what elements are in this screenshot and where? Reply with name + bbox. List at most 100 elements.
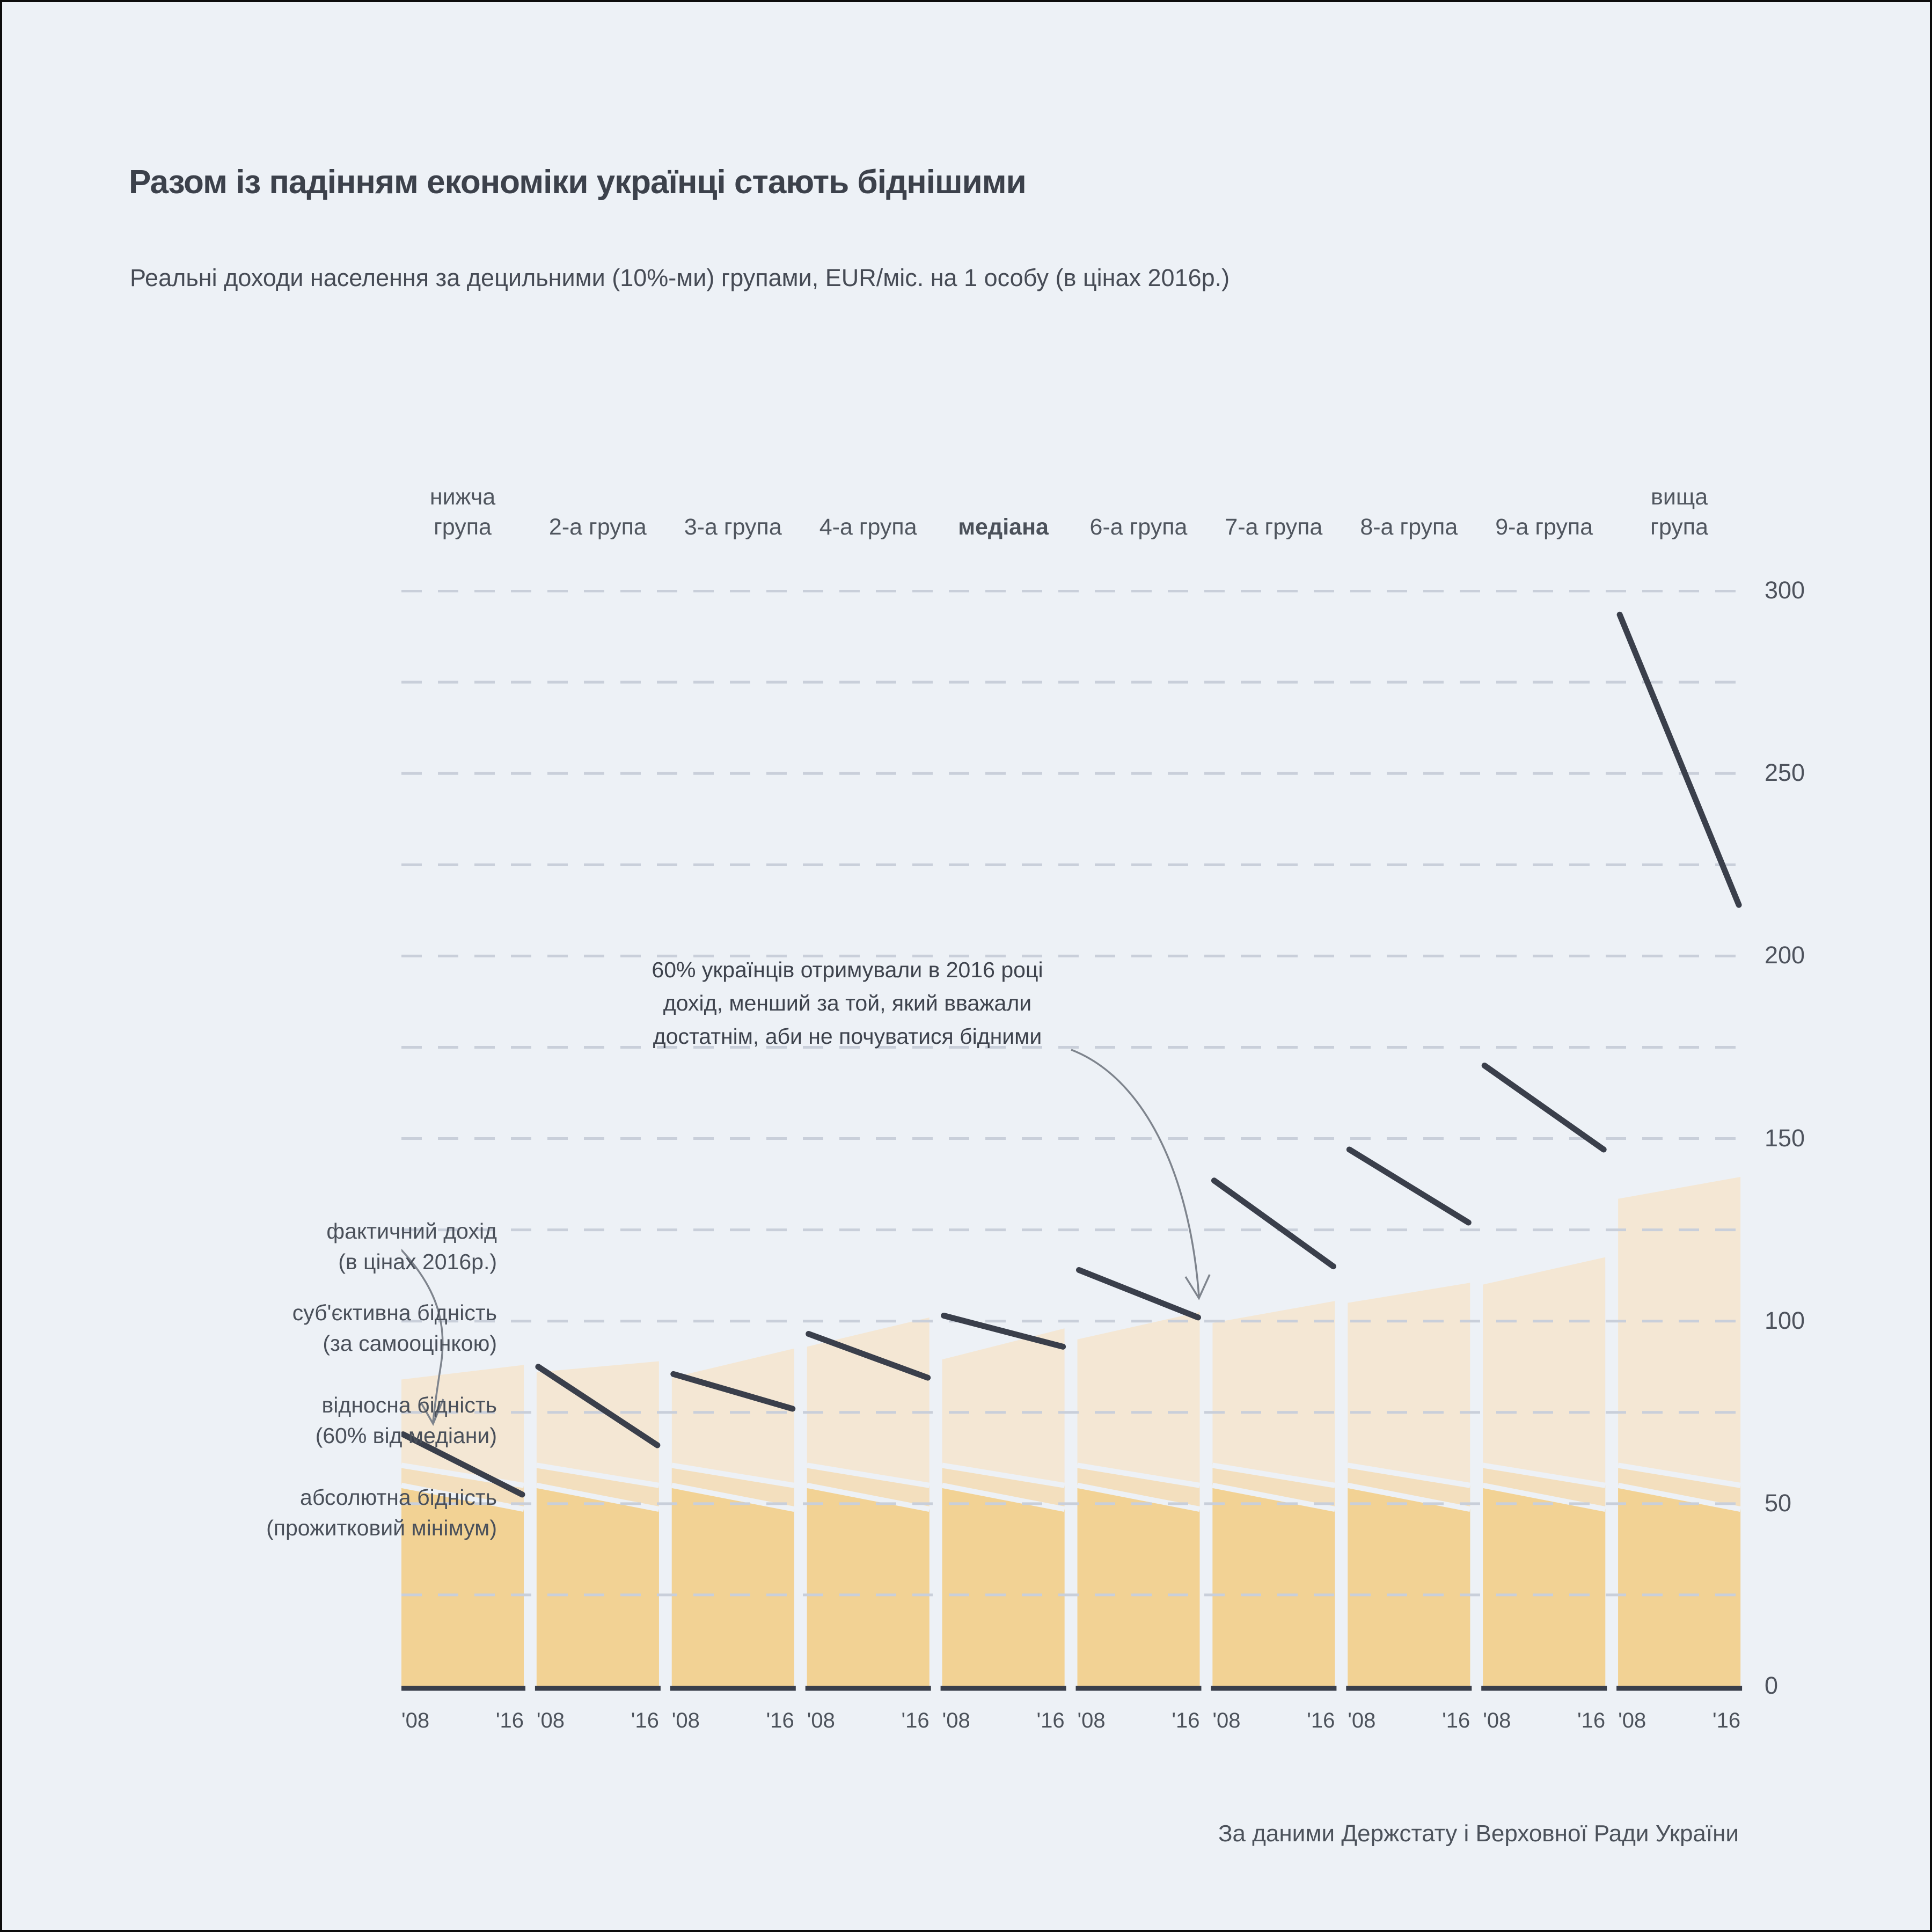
x-axis-tick-row: '08 '16 bbox=[672, 1709, 794, 1733]
absolute-poverty-area bbox=[1618, 1485, 1741, 1686]
legend-label-absolute-poverty: абсолютна бідність (прожитковий мінімум) bbox=[266, 1485, 497, 1540]
x-axis-tick-label: '08 bbox=[1077, 1709, 1106, 1732]
group-label: медіана bbox=[958, 514, 1049, 540]
x-axis-tick-label: '08 bbox=[401, 1709, 430, 1732]
relative-separator-line bbox=[1077, 1462, 1201, 1488]
relative-separator-line bbox=[671, 1462, 795, 1488]
x-axis-tick-row: '08 '16 bbox=[1618, 1709, 1740, 1733]
absolute-poverty-area bbox=[536, 1485, 659, 1686]
absolute-poverty-area bbox=[1212, 1485, 1335, 1686]
y-axis-tick-label: 0 bbox=[1765, 1672, 1779, 1699]
absolute-poverty-area bbox=[807, 1485, 930, 1686]
plot-area bbox=[399, 589, 1748, 1701]
income-line bbox=[535, 1364, 661, 1448]
legend-label-relative-poverty: відносна бідність (60% від медіани) bbox=[315, 1393, 497, 1448]
absolute-poverty-area bbox=[1348, 1485, 1470, 1686]
x-axis-tick-label: '08 bbox=[807, 1709, 835, 1732]
absolute-poverty-area bbox=[1483, 1485, 1606, 1686]
page-subtitle: Реальні доходи населення за децильними (… bbox=[130, 264, 1230, 291]
relative-separator-line bbox=[941, 1462, 1065, 1488]
x-axis-tick-row: '08 '16 bbox=[942, 1709, 1065, 1733]
annotation-arrowhead bbox=[1184, 1274, 1211, 1300]
income-line bbox=[400, 1431, 525, 1498]
x-axis-tick-row: '08 '16 bbox=[1348, 1709, 1470, 1733]
x-axis-tick-label: '08 bbox=[1348, 1709, 1376, 1732]
annotation-line: 60% українців отримували в 2016 році bbox=[652, 957, 1043, 982]
absolute-poverty-area bbox=[1077, 1485, 1200, 1686]
relative-separator-line bbox=[536, 1462, 660, 1488]
x-axis-tick-row: '08 '16 bbox=[537, 1709, 659, 1733]
absolute-poverty-area bbox=[401, 1485, 524, 1686]
group-label: 7-а група bbox=[1225, 514, 1323, 540]
absolute-separator-line bbox=[1347, 1482, 1471, 1512]
group-label: 3-а група bbox=[684, 514, 782, 540]
absolute-separator-line bbox=[401, 1482, 524, 1512]
income-line bbox=[1481, 1062, 1607, 1153]
annotation-note: 60% українців отримували в 2016 році дохі… bbox=[627, 953, 1067, 1053]
x-axis-tick-label: '16 bbox=[631, 1709, 659, 1732]
relative-separator-line bbox=[806, 1462, 930, 1488]
x-axis-tick-label: '08 bbox=[536, 1709, 565, 1732]
x-axis-tick-label: '16 bbox=[1442, 1709, 1470, 1732]
x-axis-tick-label: '16 bbox=[1172, 1709, 1200, 1732]
group-label: 6-а група bbox=[1089, 514, 1188, 540]
x-axis-tick-label: '16 bbox=[901, 1709, 930, 1732]
absolute-separator-line bbox=[1212, 1482, 1336, 1512]
group-label: нижча група bbox=[429, 484, 496, 540]
x-axis-tick-label: '16 bbox=[495, 1709, 524, 1732]
y-axis-tick-label: 50 bbox=[1765, 1489, 1792, 1517]
y-axis-tick-label: 250 bbox=[1765, 759, 1805, 787]
group-label: вища група bbox=[1650, 484, 1708, 540]
absolute-separator-line bbox=[1077, 1482, 1201, 1512]
chart-svg bbox=[399, 589, 1746, 1691]
absolute-poverty-area bbox=[671, 1485, 794, 1686]
relative-separator-line bbox=[1347, 1462, 1471, 1488]
x-axis-tick-label: '16 bbox=[1036, 1709, 1065, 1732]
x-axis-tick-row: '08 '16 bbox=[1483, 1709, 1605, 1733]
annotation-arrow bbox=[1071, 1049, 1200, 1297]
x-axis-tick-row: '08 '16 bbox=[401, 1709, 524, 1733]
x-axis-tick-label: '08 bbox=[1483, 1709, 1511, 1732]
y-axis-tick-label: 150 bbox=[1765, 1124, 1805, 1152]
annotation-line: достатнім, аби не почуватися бідними bbox=[653, 1024, 1042, 1049]
absolute-separator-line bbox=[536, 1482, 660, 1512]
group-label: 9-а група bbox=[1495, 514, 1593, 540]
x-axis-tick-label: '08 bbox=[1618, 1709, 1646, 1732]
absolute-separator-line bbox=[671, 1482, 795, 1512]
legend-label-subjective-poverty: суб'єктивна бідність (за самооцінкою) bbox=[292, 1300, 497, 1356]
group-label: 4-а група bbox=[819, 514, 917, 540]
income-line bbox=[1616, 611, 1742, 908]
income-line bbox=[806, 1331, 931, 1381]
absolute-separator-line bbox=[806, 1482, 930, 1512]
x-axis-tick-label: '08 bbox=[942, 1709, 970, 1732]
page-title: Разом із падінням економіки українці ста… bbox=[129, 164, 1027, 201]
x-axis-tick-label: '16 bbox=[1712, 1709, 1741, 1732]
group-label: 2-а група bbox=[548, 514, 647, 540]
legend-arrowhead bbox=[420, 1399, 444, 1426]
relative-separator-line bbox=[1212, 1462, 1336, 1488]
x-axis-tick-row: '08 '16 bbox=[1212, 1709, 1335, 1733]
x-axis-tick-label: '08 bbox=[671, 1709, 700, 1732]
x-axis-tick-label: '16 bbox=[1307, 1709, 1335, 1732]
legend-arrow bbox=[399, 1248, 444, 1422]
income-line bbox=[1211, 1177, 1336, 1270]
x-axis-tick-row: '08 '16 bbox=[807, 1709, 930, 1733]
x-axis-tick-label: '16 bbox=[766, 1709, 794, 1732]
legend-label-actual-income: фактичний дохід (в цінах 2016р.) bbox=[326, 1219, 497, 1274]
y-axis-tick-label: 200 bbox=[1765, 941, 1805, 969]
absolute-separator-line bbox=[1482, 1482, 1606, 1512]
y-axis-tick-label: 100 bbox=[1765, 1306, 1805, 1334]
x-axis-tick-row: '08 '16 bbox=[1078, 1709, 1200, 1733]
absolute-separator-line bbox=[1618, 1482, 1741, 1512]
income-line bbox=[1076, 1267, 1201, 1321]
relative-separator-line bbox=[1482, 1462, 1606, 1488]
relative-separator-line bbox=[1618, 1462, 1741, 1488]
income-line bbox=[670, 1371, 796, 1412]
annotation-line: дохід, менший за той, який вважали bbox=[663, 991, 1032, 1015]
income-line bbox=[941, 1312, 1066, 1350]
income-line bbox=[1346, 1146, 1472, 1226]
y-axis-tick-label: 300 bbox=[1765, 576, 1805, 604]
group-label: 8-а група bbox=[1360, 514, 1458, 540]
source-note: За даними Держстату і Верховної Ради Укр… bbox=[1218, 1820, 1739, 1847]
